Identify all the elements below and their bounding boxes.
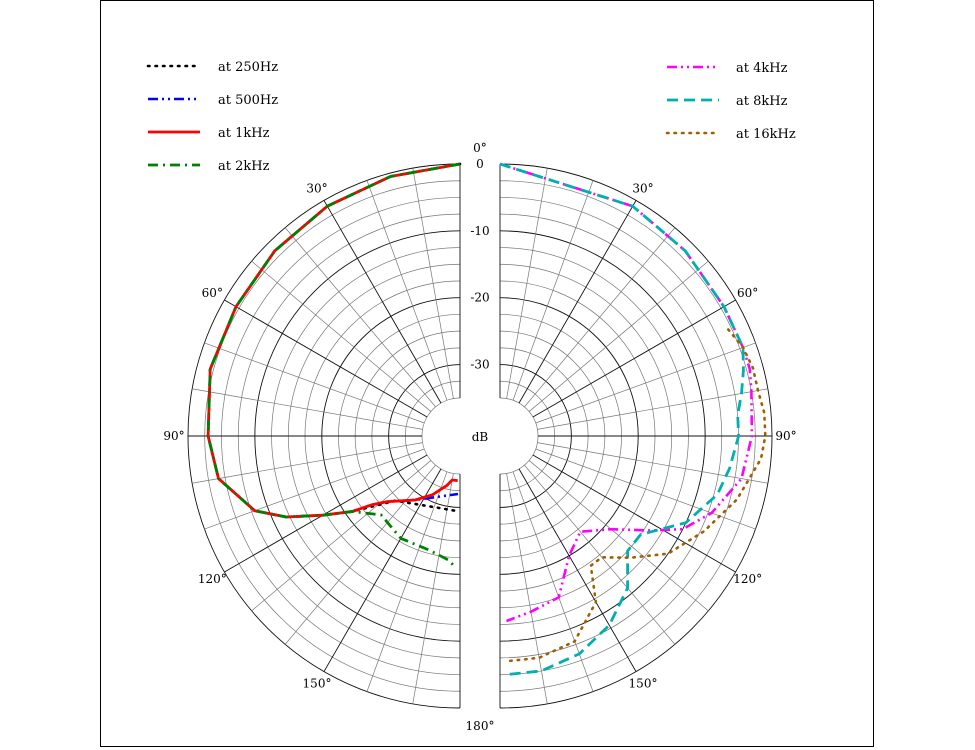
angle-label-120-left: 120° xyxy=(198,572,227,586)
angle-label-60-right: 60° xyxy=(737,286,758,300)
grid-spoke xyxy=(512,180,594,401)
grid-spoke xyxy=(535,448,756,530)
series-line-at-2khz xyxy=(206,162,461,569)
grid-spoke xyxy=(535,342,756,424)
grid-spoke xyxy=(506,473,548,704)
radial-label: -10 xyxy=(470,224,489,238)
radial-unit-label: dB xyxy=(472,430,489,444)
grid-spoke xyxy=(506,168,548,399)
legend-label: at 1kHz xyxy=(218,126,270,141)
legend-label: at 4kHz xyxy=(736,61,788,76)
grid-spoke xyxy=(412,168,454,399)
grid-spoke xyxy=(532,454,736,573)
angle-label-180: 180° xyxy=(466,719,495,733)
grid-spoke xyxy=(518,468,637,672)
plot-frame xyxy=(100,0,874,747)
angle-label-150-right: 150° xyxy=(629,677,658,691)
angle-label-150-left: 150° xyxy=(303,677,332,691)
legend-label: at 2kHz xyxy=(218,159,270,174)
grid-spoke xyxy=(524,464,676,645)
grid-spoke xyxy=(518,200,637,404)
grid-spoke xyxy=(284,464,436,645)
series-line-at-8khz xyxy=(499,162,745,676)
grid-arc xyxy=(421,397,461,475)
radial-label: -30 xyxy=(470,358,489,372)
legend-label: at 16kHz xyxy=(736,127,796,142)
grid-spoke xyxy=(323,200,442,404)
grid-arc xyxy=(499,397,539,475)
angle-label-30-right: 30° xyxy=(632,181,653,195)
radial-label: 0 xyxy=(476,157,484,171)
legend-label: at 250Hz xyxy=(218,60,278,75)
grid-spoke xyxy=(528,260,709,412)
grid-spoke xyxy=(192,388,423,430)
grid-spoke xyxy=(528,460,709,612)
grid-right xyxy=(499,163,773,709)
legend-label: at 8kHz xyxy=(736,94,788,109)
radial-label: -20 xyxy=(470,291,489,305)
grid-spoke xyxy=(412,473,454,704)
grid-spoke xyxy=(537,388,768,430)
tick-labels: 0° 180° 30° 30° 60° 60° 90° 90° 120° 120° 150° 150°… xyxy=(163,141,796,733)
grid-spoke xyxy=(204,342,425,424)
legend-label: at 500Hz xyxy=(218,93,278,108)
grid-spoke xyxy=(192,442,423,484)
curves xyxy=(206,162,767,676)
angle-label-90-right: 90° xyxy=(775,429,796,443)
grid-spoke xyxy=(284,227,436,408)
angle-label-0: 0° xyxy=(473,141,487,155)
angle-label-60-left: 60° xyxy=(202,286,223,300)
grid-spoke xyxy=(251,260,432,412)
legend: at 250Hz at 500Hz at 1kHz at 2kHz at 4kHz at … xyxy=(146,60,796,174)
grid-spoke xyxy=(323,468,442,672)
series-line-at-16khz xyxy=(506,328,767,663)
angle-label-30-left: 30° xyxy=(306,181,327,195)
grid-spoke xyxy=(251,460,432,612)
grid-left xyxy=(187,163,461,709)
grid-spoke xyxy=(532,299,736,418)
grid-spoke xyxy=(524,227,676,408)
angle-label-120-right: 120° xyxy=(733,572,762,586)
grid-spoke xyxy=(537,442,768,484)
grid-spoke xyxy=(204,448,425,530)
grid-spoke xyxy=(366,180,448,401)
angle-label-90-left: 90° xyxy=(163,429,184,443)
grid-spoke xyxy=(224,299,428,418)
grid-spoke xyxy=(366,471,448,692)
